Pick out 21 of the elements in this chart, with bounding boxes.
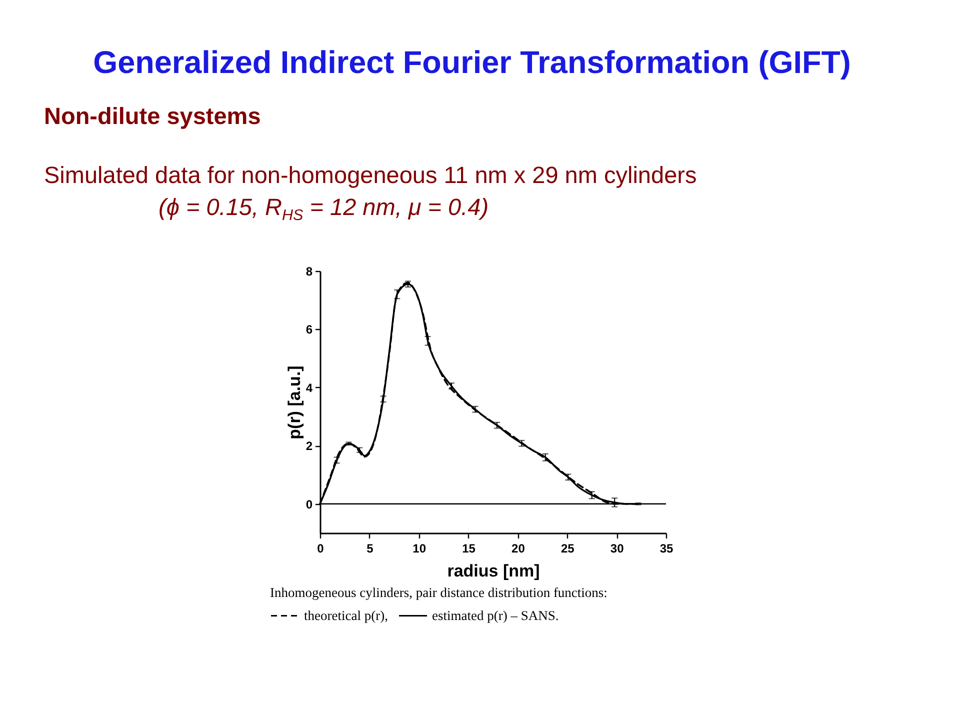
y-tick-label: 0 [306,497,313,512]
legend-label: estimated p(r) – SANS. [432,608,559,623]
x-tick-label: 0 [317,542,324,556]
legend-title: Inhomogeneous cylinders, pair distance distribution functions: [270,585,608,600]
x-tick-label: 10 [412,542,426,556]
y-tick-label: 8 [306,264,313,278]
y-axis-title: p(r) [a.u.] [284,366,304,440]
chart-subtitle: Non-dilute systems [44,103,261,129]
text: Simulated data for non-homogeneous 11 nm x 29 nm cylinders [44,162,697,188]
x-tick-label: 35 [660,542,674,556]
x-axis-title: radius [nm] [447,562,540,580]
legend-label: theoretical p(r), [304,608,388,623]
y-tick-label: 6 [306,322,313,337]
chart-title: Generalized Indirect Fourier Transformation (GIFT) [93,44,851,80]
x-tick-label: 30 [610,542,624,556]
x-tick-label: 25 [560,542,575,556]
y-tick-label: 2 [306,439,313,454]
x-tick-label: 5 [366,542,374,556]
x-tick-label: 15 [462,542,476,556]
x-tick-label: 20 [512,542,526,556]
y-tick-label: 4 [306,380,313,395]
